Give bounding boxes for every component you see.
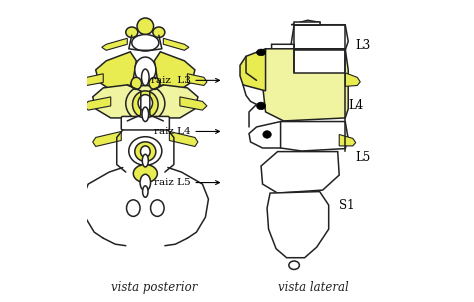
Polygon shape bbox=[96, 52, 137, 91]
Polygon shape bbox=[294, 50, 345, 73]
Ellipse shape bbox=[133, 165, 157, 183]
Ellipse shape bbox=[142, 69, 149, 86]
Ellipse shape bbox=[140, 174, 151, 191]
Ellipse shape bbox=[140, 146, 150, 157]
Polygon shape bbox=[261, 152, 339, 193]
Polygon shape bbox=[164, 38, 189, 50]
Ellipse shape bbox=[137, 18, 154, 34]
Ellipse shape bbox=[256, 49, 265, 56]
Ellipse shape bbox=[131, 77, 142, 89]
Ellipse shape bbox=[263, 131, 271, 138]
Polygon shape bbox=[150, 85, 198, 118]
Polygon shape bbox=[291, 20, 319, 25]
Polygon shape bbox=[180, 97, 207, 110]
Text: raiz L4: raiz L4 bbox=[154, 127, 219, 136]
Ellipse shape bbox=[151, 200, 164, 216]
Ellipse shape bbox=[138, 95, 153, 111]
Polygon shape bbox=[263, 49, 348, 121]
Polygon shape bbox=[272, 44, 294, 55]
Polygon shape bbox=[305, 22, 319, 25]
Ellipse shape bbox=[129, 137, 162, 165]
Text: L3: L3 bbox=[356, 39, 371, 52]
Ellipse shape bbox=[133, 91, 158, 118]
Ellipse shape bbox=[132, 34, 159, 51]
FancyBboxPatch shape bbox=[121, 117, 169, 130]
Ellipse shape bbox=[142, 154, 148, 167]
Polygon shape bbox=[267, 191, 328, 258]
Polygon shape bbox=[93, 131, 121, 146]
Polygon shape bbox=[155, 52, 195, 91]
Ellipse shape bbox=[126, 85, 165, 121]
Ellipse shape bbox=[143, 186, 148, 197]
Text: raiz L5: raiz L5 bbox=[154, 178, 219, 187]
Polygon shape bbox=[345, 73, 360, 86]
Ellipse shape bbox=[127, 200, 140, 216]
Polygon shape bbox=[274, 121, 348, 151]
Text: L4: L4 bbox=[348, 99, 364, 112]
Polygon shape bbox=[294, 49, 345, 73]
Text: vista posterior: vista posterior bbox=[111, 281, 198, 294]
Ellipse shape bbox=[289, 261, 300, 269]
Ellipse shape bbox=[256, 102, 265, 110]
Polygon shape bbox=[187, 74, 207, 85]
Polygon shape bbox=[169, 131, 198, 146]
Polygon shape bbox=[294, 22, 319, 25]
Ellipse shape bbox=[135, 142, 156, 161]
Polygon shape bbox=[93, 85, 141, 118]
Polygon shape bbox=[291, 25, 348, 50]
Text: vista lateral: vista lateral bbox=[278, 281, 349, 294]
Ellipse shape bbox=[135, 57, 156, 83]
Polygon shape bbox=[240, 49, 265, 91]
Polygon shape bbox=[249, 121, 281, 148]
Polygon shape bbox=[339, 134, 356, 146]
Ellipse shape bbox=[153, 27, 165, 37]
Polygon shape bbox=[102, 38, 128, 50]
Ellipse shape bbox=[126, 27, 138, 37]
Polygon shape bbox=[84, 74, 103, 85]
Text: raiz  L3: raiz L3 bbox=[151, 76, 219, 85]
Ellipse shape bbox=[149, 77, 160, 89]
Text: L5: L5 bbox=[356, 150, 371, 163]
Polygon shape bbox=[84, 97, 111, 110]
Ellipse shape bbox=[142, 107, 149, 121]
Text: S1: S1 bbox=[339, 199, 355, 212]
